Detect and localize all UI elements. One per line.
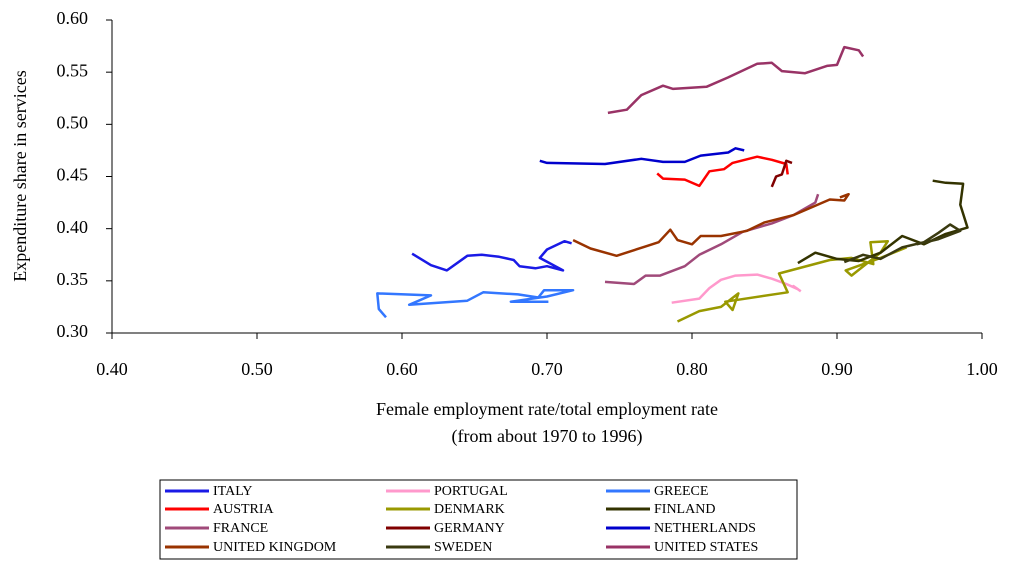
x-tick-label: 0.80 <box>676 359 708 379</box>
series-line <box>671 273 802 304</box>
legend-label: PORTUGAL <box>434 484 508 499</box>
legend: ITALY PORTUGAL GREECE AUSTRIA DENMARK FINLAND… <box>165 484 758 555</box>
x-tick-label: 0.50 <box>241 359 273 379</box>
x-tick-label: 0.70 <box>531 359 563 379</box>
x-tick-label: 0.60 <box>386 359 418 379</box>
x-tick-label: 0.90 <box>821 359 853 379</box>
y-tick-label: 0.40 <box>57 217 89 237</box>
series-line <box>770 159 793 188</box>
series-line <box>539 147 745 166</box>
series-line <box>376 288 575 319</box>
legend-label: ITALY <box>213 484 252 499</box>
series-line <box>843 223 962 264</box>
legend-label: FINLAND <box>654 502 715 517</box>
y-axis-title: Expenditure share in services <box>10 70 30 281</box>
legend-label: DENMARK <box>434 502 505 517</box>
legend-label: AUSTRIA <box>213 502 275 517</box>
x-tick-label: 1.00 <box>966 359 998 379</box>
legend-box <box>159 479 798 560</box>
legend-label: FRANCE <box>213 521 268 536</box>
y-tick-label: 0.30 <box>57 321 89 341</box>
series-line <box>676 239 908 323</box>
x-axis-note: (from about 1970 to 1996) <box>452 426 643 447</box>
x-axis-title: Female employment rate/total employment … <box>376 399 718 419</box>
legend-label: GERMANY <box>434 521 505 536</box>
series-line <box>607 45 865 115</box>
legend-label: NETHERLANDS <box>654 521 756 536</box>
series-line <box>572 192 850 258</box>
legend-label: UNITED STATES <box>654 540 758 555</box>
series-line <box>411 239 572 272</box>
legend-label: SWEDEN <box>434 540 492 555</box>
y-tick-label: 0.60 <box>57 8 89 28</box>
series-line <box>656 155 789 188</box>
legend-label: UNITED KINGDOM <box>213 540 337 555</box>
x-tick-label: 0.40 <box>96 359 128 379</box>
y-tick-label: 0.55 <box>57 60 89 80</box>
y-tick-label: 0.35 <box>57 269 89 289</box>
y-tick-label: 0.45 <box>57 165 89 185</box>
series-line <box>797 179 969 265</box>
y-tick-label: 0.50 <box>57 112 89 132</box>
legend-label: GREECE <box>654 484 708 499</box>
